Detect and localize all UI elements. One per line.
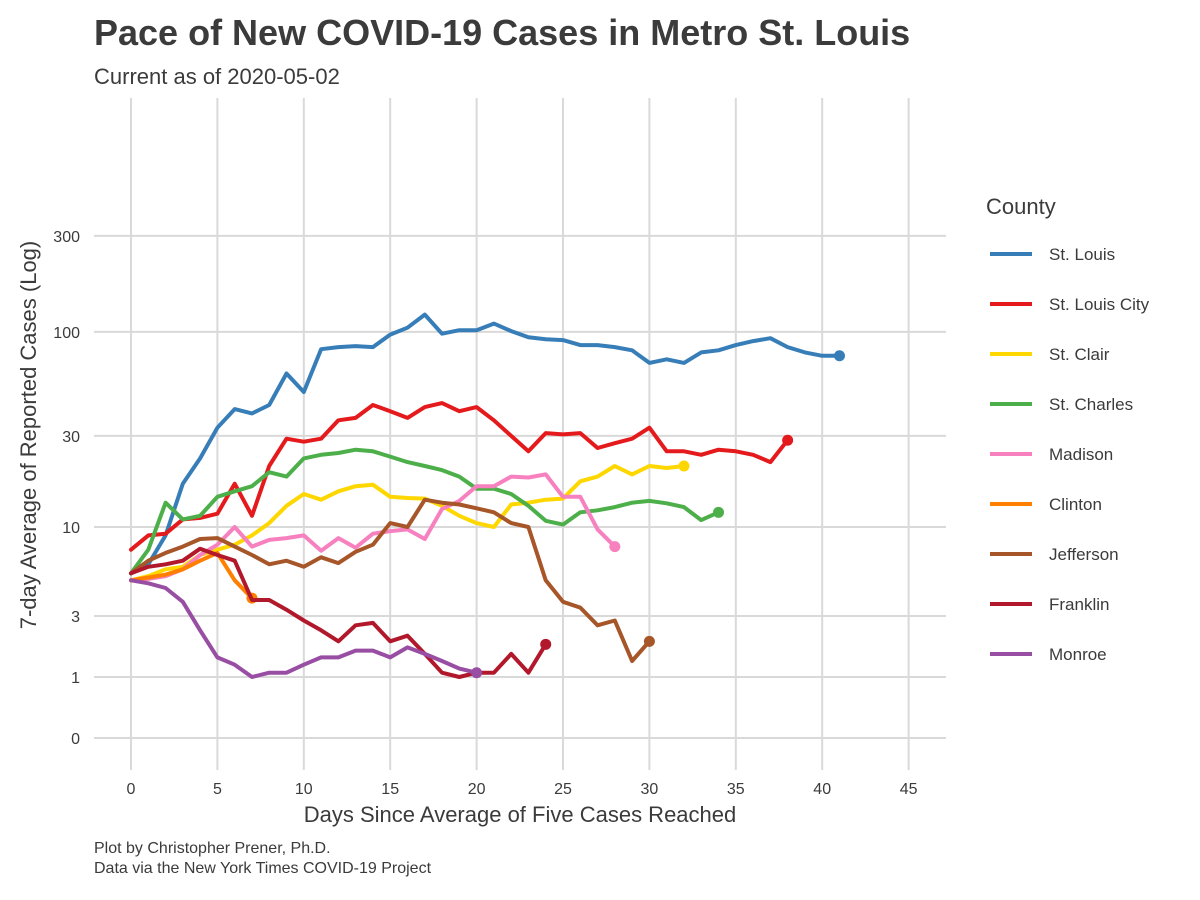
x-tick-label: 40: [813, 781, 831, 798]
x-tick-label: 10: [295, 781, 313, 798]
legend-label-st-charles: St. Charles: [1049, 395, 1133, 414]
series-lines: [131, 315, 845, 679]
series-end-point-st-charles: [713, 507, 724, 518]
series-line-st-clair: [131, 466, 684, 580]
x-axis-title: Days Since Average of Five Cases Reached: [304, 802, 737, 827]
x-tick-label: 30: [641, 781, 659, 798]
x-tick-label: 35: [727, 781, 745, 798]
legend-label-madison: Madison: [1049, 445, 1113, 464]
caption-author: Plot by Christopher Prener, Ph.D.: [94, 839, 431, 859]
series-end-point-st-clair: [678, 461, 689, 472]
series-line-st-louis: [131, 315, 840, 574]
y-tick-label: 30: [62, 429, 80, 446]
y-tick-label: 100: [53, 325, 80, 342]
legend-label-st-louis-city: St. Louis City: [1049, 295, 1150, 314]
series-end-point-st-louis: [834, 350, 845, 361]
legend-label-franklin: Franklin: [1049, 595, 1109, 614]
x-tick-label: 45: [900, 781, 918, 798]
y-axis-title: 7-day Average of Reported Cases (Log): [16, 241, 41, 630]
legend-label-st-louis: St. Louis: [1049, 245, 1115, 264]
y-tick-label: 1: [71, 670, 80, 687]
series-end-point-madison: [609, 541, 620, 552]
legend-label-jefferson: Jefferson: [1049, 545, 1119, 564]
legend-label-monroe: Monroe: [1049, 645, 1107, 664]
line-chart: 0 5 10 15 20 25 30 35 40 45 0 1 3 10 30 100 300 St. Loui…: [0, 0, 1200, 900]
legend: St. Louis St. Louis City St. Clair St. Char…: [990, 245, 1150, 664]
series-end-point-franklin: [540, 639, 551, 650]
legend-label-st-clair: St. Clair: [1049, 345, 1110, 364]
legend-label-clinton: Clinton: [1049, 495, 1102, 514]
y-tick-label: 0: [71, 731, 80, 748]
series-end-point-jefferson: [644, 636, 655, 647]
tick-labels: 0 5 10 15 20 25 30 35 40 45 0 1 3 10 30 100 300: [53, 229, 917, 798]
caption-source: Data via the New York Times COVID-19 Pro…: [94, 859, 431, 879]
y-tick-label: 300: [53, 229, 80, 246]
x-tick-label: 5: [213, 781, 222, 798]
series-end-point-monroe: [471, 667, 482, 678]
legend-title: County: [986, 194, 1056, 219]
series-end-point-st-louis-city: [782, 435, 793, 446]
grid-lines: [94, 98, 946, 770]
x-tick-label: 20: [468, 781, 486, 798]
x-tick-label: 25: [554, 781, 572, 798]
y-tick-label: 3: [71, 609, 80, 626]
x-tick-label: 0: [127, 781, 136, 798]
caption: Plot by Christopher Prener, Ph.D. Data v…: [94, 839, 431, 879]
y-tick-label: 10: [62, 520, 80, 537]
x-tick-label: 15: [381, 781, 399, 798]
